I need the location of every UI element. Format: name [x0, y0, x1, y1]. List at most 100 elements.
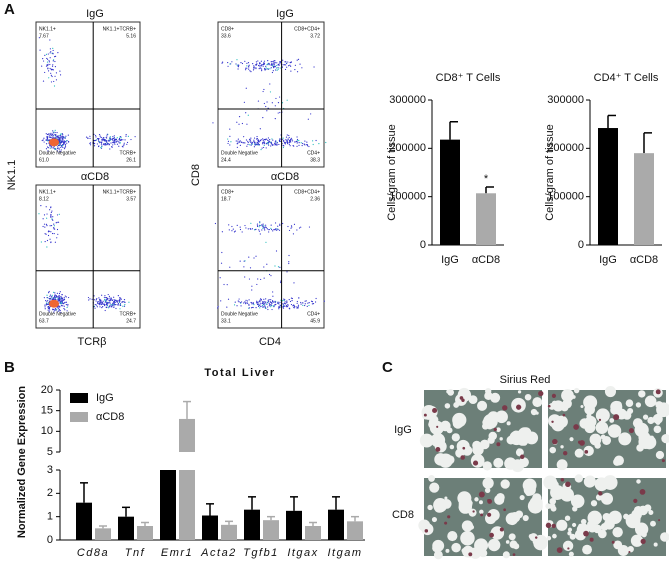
y-tick-label: 1 [47, 511, 53, 523]
y-tick-label: 3 [47, 464, 53, 476]
flow-event [119, 304, 121, 306]
flow-event [253, 65, 255, 67]
flow-event [62, 145, 64, 147]
flow-event [119, 308, 121, 310]
flow-event [287, 305, 289, 307]
flow-event [105, 306, 107, 308]
flow-event [239, 226, 241, 228]
flow-event [104, 301, 106, 303]
bar [347, 521, 363, 540]
flow-event [283, 139, 285, 141]
flow-event [120, 298, 122, 300]
flow-event [65, 135, 67, 137]
flow-event [107, 139, 110, 141]
flow-event [268, 140, 270, 143]
flow-event [292, 305, 294, 307]
flow-event [261, 224, 263, 226]
flow-event [39, 49, 41, 51]
fat-vacuole [653, 425, 662, 434]
flow-event [60, 311, 62, 313]
flow-event [257, 143, 260, 145]
collagen [468, 552, 473, 557]
flow-event [56, 131, 58, 134]
flow-event [325, 141, 327, 144]
fat-vacuole [630, 534, 644, 547]
flow-event [272, 139, 274, 141]
flow-event [286, 134, 288, 136]
flow-event [259, 221, 261, 223]
flow-event [51, 294, 53, 296]
flow-event [282, 64, 284, 66]
flow-event [104, 309, 106, 312]
flow-event [53, 291, 55, 294]
fat-vacuole [556, 459, 568, 471]
flow-event [64, 146, 66, 149]
fat-vacuole [427, 504, 433, 511]
flow-event [114, 138, 116, 141]
flow-event [49, 309, 51, 311]
flow-event [134, 136, 136, 138]
flow-event [60, 301, 62, 303]
panel-letter: B [4, 359, 15, 376]
flow-event [121, 145, 123, 147]
row-title: IgG [276, 8, 294, 20]
flow-event [259, 233, 261, 235]
flow-event [95, 139, 97, 141]
fat-vacuole [525, 431, 539, 445]
flow-event [54, 241, 56, 243]
flow-event [285, 140, 287, 142]
flow-event [312, 140, 314, 142]
flow-event [299, 63, 301, 65]
flow-event [57, 137, 60, 139]
flow-event [318, 142, 320, 145]
flow-event [58, 138, 61, 140]
collagen [640, 538, 646, 544]
flow-event [286, 271, 288, 273]
flow-event [262, 304, 264, 307]
fat-vacuole [453, 402, 460, 408]
flow-event [235, 140, 237, 142]
flow-event [52, 219, 54, 221]
flow-event [50, 216, 52, 218]
flow-event [51, 147, 53, 149]
flow-event [45, 139, 47, 141]
flow-event [54, 75, 56, 77]
flow-event [302, 304, 304, 307]
flow-event [220, 262, 223, 264]
flow-event [49, 294, 52, 296]
flow-event [254, 143, 256, 145]
flow-event [246, 300, 248, 302]
fat-vacuole [496, 492, 505, 502]
y-tick-label: 10 [41, 425, 53, 437]
flow-event [260, 67, 262, 69]
quadrant-label: NK1.1+TCRB+ [103, 26, 136, 32]
flow-event [264, 302, 266, 304]
flow-event [52, 47, 54, 49]
flow-event [64, 145, 67, 147]
fat-vacuole [633, 506, 643, 515]
flow-event [267, 68, 269, 70]
flow-event [300, 303, 302, 305]
flow-event [257, 142, 259, 144]
fat-vacuole [428, 418, 436, 425]
fat-vacuole [567, 531, 572, 536]
flow-event [55, 295, 57, 297]
flow-event [240, 301, 243, 303]
flow-event [298, 139, 300, 142]
quadrant-value: 33.1 [221, 318, 231, 324]
flow-event [114, 304, 116, 306]
flow-event [241, 141, 243, 143]
flow-event [232, 228, 234, 230]
flow-event [60, 295, 62, 298]
collagen [565, 481, 571, 488]
flow-event [96, 302, 99, 304]
fat-vacuole [603, 523, 610, 530]
flow-event [256, 223, 259, 225]
flow-event [237, 68, 239, 70]
flow-event [52, 227, 55, 229]
flow-event [301, 144, 303, 147]
collagen [562, 450, 568, 456]
flow-event [115, 138, 118, 141]
collagen [516, 404, 522, 410]
quadrant-value: 26.1 [126, 157, 136, 163]
